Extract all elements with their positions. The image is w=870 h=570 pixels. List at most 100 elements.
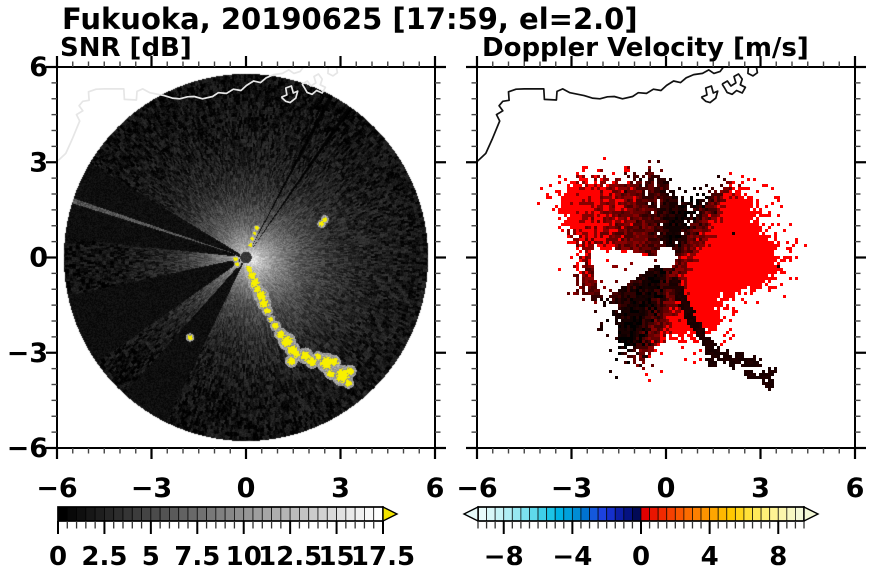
colorbar-cell	[364, 506, 375, 522]
colorbar-cell	[196, 506, 207, 522]
colorbar-cell	[537, 506, 548, 522]
snr-heatmap-canvas	[57, 67, 435, 448]
colorbar-cell	[486, 506, 496, 522]
tick-label: 0	[237, 473, 256, 504]
tick-label: 6	[29, 52, 48, 83]
colorbar-cell	[326, 506, 337, 522]
colorbar-cell	[308, 506, 319, 522]
tick-label: 10	[226, 542, 262, 570]
colorbar-cell	[76, 506, 87, 522]
colorbar-cell	[271, 506, 282, 522]
colorbar-cell	[122, 506, 133, 522]
colorbar-cell	[726, 506, 736, 522]
colorbar-cell	[57, 506, 68, 522]
colorbar-cell	[777, 506, 788, 522]
tick-label: −8	[484, 542, 524, 570]
colorbar-cell	[623, 506, 633, 522]
doppler-colorbar	[462, 505, 820, 534]
colorbar-cell	[66, 506, 77, 522]
colorbar-cell	[649, 506, 659, 522]
colorbar-cell	[234, 506, 245, 522]
colorbar-cell	[252, 506, 263, 522]
colorbar-cell	[169, 506, 180, 522]
tick-label: −6	[36, 473, 77, 504]
colorbar-cell	[786, 506, 796, 522]
colorbar-cell	[752, 506, 762, 522]
colorbar-cell	[345, 506, 356, 522]
colorbar-cell	[206, 506, 217, 522]
figure-title: Fukuoka, 20190625 [17:59, el=2.0]	[62, 2, 638, 36]
colorbar-cell	[597, 506, 608, 522]
tick-label: −4	[552, 542, 592, 570]
colorbar-cell	[373, 506, 384, 522]
tick-label: 0	[632, 542, 650, 570]
tick-label: 4	[701, 542, 719, 570]
tick-label: 5	[142, 542, 160, 570]
tick-label: −3	[131, 473, 172, 504]
colorbar-cell	[503, 506, 513, 522]
colorbar-cell	[85, 506, 96, 522]
colorbar-cell	[336, 506, 347, 522]
colorbar-cell	[760, 506, 771, 522]
colorbar-cell	[141, 506, 152, 522]
tick-label: −6	[7, 433, 48, 464]
colorbar-cell	[546, 506, 556, 522]
colorbar-cell	[683, 506, 693, 522]
colorbar-outline	[57, 506, 384, 522]
doppler-panel-title: Doppler Velocity [m/s]	[482, 33, 809, 63]
colorbar-cell	[700, 506, 711, 522]
colorbar-cell	[215, 506, 226, 522]
doppler-heatmap-canvas	[477, 67, 855, 448]
tick-label: −3	[551, 473, 592, 504]
colorbar-under-arrow	[462, 505, 479, 523]
snr-panel-title: SNR [dB]	[60, 33, 192, 63]
tick-label: 0	[49, 542, 67, 570]
colorbar-cell	[261, 506, 272, 522]
doppler-colorbar-labels: −8 −4 0 4 8	[484, 542, 788, 570]
tick-label: 17.5	[351, 542, 415, 570]
colorbar-cell	[589, 506, 599, 522]
colorbar-cell	[511, 506, 522, 522]
colorbar-cell	[717, 506, 728, 522]
colorbar-cell	[795, 506, 805, 522]
colorbar-cell	[299, 506, 310, 522]
tick-label: 8	[769, 542, 787, 570]
tick-label: 3	[331, 473, 350, 504]
colorbar-cell	[580, 506, 590, 522]
colorbar-cell	[494, 506, 505, 522]
colorbar-cell	[150, 506, 161, 522]
colorbar-cell	[614, 506, 625, 522]
colorbar-cell	[354, 506, 365, 522]
colorbar-cell	[666, 506, 676, 522]
colorbar-cell	[563, 506, 573, 522]
tick-label: −3	[7, 338, 48, 369]
colorbar-cell	[769, 506, 779, 522]
colorbar-cell	[289, 506, 300, 522]
colorbar-cell	[159, 506, 170, 522]
colorbar-cell	[477, 506, 487, 522]
snr-x-tick-labels: −6 −3 0 3 6	[36, 473, 444, 504]
colorbar-cell	[709, 506, 719, 522]
colorbar-cell	[743, 506, 753, 522]
colorbar-cell	[224, 506, 235, 522]
colorbar-cell	[632, 506, 642, 522]
tick-label: 6	[426, 473, 445, 504]
colorbar-cell	[187, 506, 198, 522]
y-tick-labels: 6 3 0 −3 −6	[7, 52, 48, 464]
colorbar-cell	[554, 506, 565, 522]
colorbar-cell	[734, 506, 745, 522]
colorbar-over-arrow	[803, 505, 820, 523]
tick-label: 3	[29, 147, 48, 178]
tick-label: 0	[29, 243, 48, 274]
colorbar-cell	[104, 506, 115, 522]
tick-label: 0	[657, 473, 676, 504]
colorbar-cell	[571, 506, 582, 522]
tick-label: 6	[846, 473, 865, 504]
colorbar-cell	[657, 506, 668, 522]
colorbar-over-arrow	[382, 505, 399, 523]
colorbar-outline	[477, 506, 805, 522]
tick-label: 12.5	[258, 542, 322, 570]
colorbar-cell	[113, 506, 124, 522]
